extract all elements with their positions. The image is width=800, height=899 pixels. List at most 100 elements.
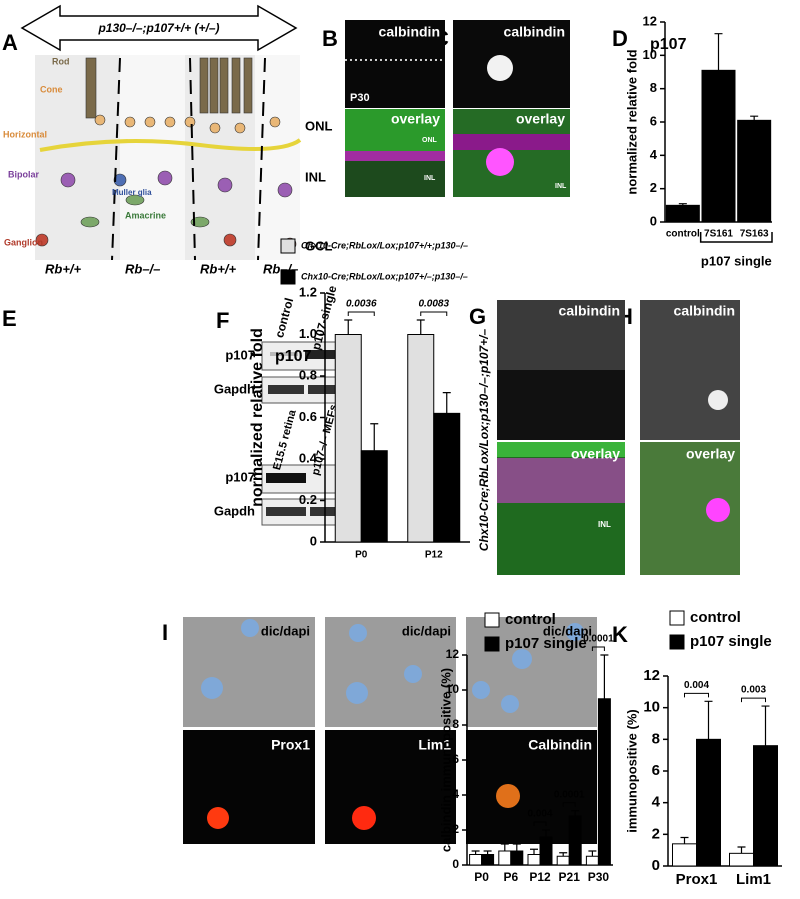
stain-label: Calbindin [528, 737, 592, 753]
genotype-label: Rb+/+ [45, 261, 82, 276]
micrograph-signal [487, 55, 513, 81]
error-bar [344, 319, 353, 335]
p-value: 0.0001 [554, 789, 585, 800]
layer-label: ONL [305, 118, 333, 133]
y-tick-label: 2 [452, 822, 459, 836]
stain-label: calbindin [504, 24, 565, 40]
legend-swatch [484, 636, 500, 652]
micrograph-signal [497, 300, 625, 370]
bar [597, 698, 611, 866]
chart-title: p107 [650, 36, 687, 53]
cell-label: Horizontal [3, 129, 47, 139]
y-tick-label: 2 [652, 825, 660, 842]
x-tick-label: 7S163 [740, 229, 769, 240]
significance-bracket [562, 802, 576, 807]
layer-label: ONL [422, 137, 438, 144]
micrograph-grid [183, 617, 597, 844]
legend-label: Chx10-Cre;RbLox/Lox;p107+/–;p130–/– [301, 271, 468, 281]
error-bar [737, 846, 746, 854]
y-tick-label: 4 [452, 787, 459, 801]
micrograph [453, 109, 570, 197]
error-bar [704, 700, 713, 740]
error-bar [680, 836, 689, 844]
panel-header: p130–/–;p107+/+ (+/–) [97, 21, 219, 35]
micrograph-signal [708, 390, 728, 410]
error-bar [750, 115, 759, 121]
y-tick-label: 6 [650, 113, 657, 128]
panel-letter: F [216, 308, 229, 333]
y-tick-label: 0.2 [299, 492, 317, 507]
x-tick-label: control [666, 229, 700, 240]
legend-swatch [280, 269, 296, 285]
age-label: P30 [350, 92, 370, 104]
x-tick-label: P0 [474, 870, 489, 884]
stain-label: calbindin [559, 303, 620, 319]
y-tick-label: 12 [643, 667, 660, 684]
y-tick-label: 10 [446, 682, 460, 696]
p-value: 0.0036 [346, 299, 377, 310]
bar [737, 119, 772, 223]
legend-swatch [669, 634, 685, 650]
error-bar [442, 392, 451, 414]
x-tick-label: 7S161 [704, 229, 733, 240]
y-tick-label: 6 [652, 762, 660, 779]
panel-letter: A [2, 30, 18, 55]
group-label: p107 single [701, 253, 772, 268]
y-tick-label: 0.4 [299, 450, 318, 465]
stain-label: overlay [516, 111, 565, 127]
y-tick-label: 10 [643, 699, 660, 716]
stain-label: calbindin [379, 24, 440, 40]
micrograph-layer [345, 109, 445, 151]
error-bar [500, 843, 509, 851]
error-bar [530, 848, 538, 855]
legend-swatch [280, 238, 296, 254]
panel-letter: K [612, 622, 628, 647]
y-tick-label: 8 [652, 730, 660, 747]
bar [334, 334, 362, 543]
p-value: 0.004 [684, 680, 709, 691]
legend-label: p107 single [690, 633, 772, 650]
error-bar [559, 852, 568, 857]
bar [701, 69, 736, 223]
legend-swatch [484, 612, 500, 628]
bar [539, 836, 553, 866]
stain-label: Lim1 [418, 737, 451, 753]
x-tick-label: P21 [559, 870, 581, 884]
stain-label: dic/dapi [402, 623, 451, 638]
bar [481, 854, 495, 866]
bar [753, 745, 778, 867]
stain-label: overlay [571, 446, 620, 462]
legend-label: p107 single [505, 635, 587, 652]
x-tick-label: P12 [425, 550, 443, 561]
blot-row-label: Gapdh [214, 503, 255, 518]
y-tick-label: 10 [643, 47, 657, 62]
layer-label: INL [555, 183, 567, 190]
y-tick-label: 4 [650, 147, 658, 162]
x-tick-label: P6 [503, 870, 518, 884]
y-tick-label: 12 [643, 13, 657, 28]
blot-row-label: p107 [225, 469, 255, 484]
p-value: 0.004 [527, 809, 552, 820]
group-bracket [699, 232, 773, 243]
cell-label: Muller glia [112, 188, 152, 197]
panel-letter: I [162, 620, 168, 645]
schematic [20, 4, 302, 261]
cell-label: Bipolar [8, 169, 40, 179]
error-bar [370, 423, 379, 451]
lane-label: E15.5 retina [271, 408, 299, 472]
significance-bracket [420, 311, 448, 316]
significance-bracket [347, 311, 375, 316]
genotype-label: Rb+/+ [200, 261, 237, 276]
y-tick-label: 8 [452, 717, 459, 731]
bar [568, 815, 582, 866]
bar [527, 854, 541, 866]
y-tick-label: 0.8 [299, 367, 317, 382]
y-tick-label: 1.0 [299, 326, 317, 341]
micrograph [640, 300, 740, 440]
significance-bracket [591, 646, 605, 651]
x-tick-label: P12 [529, 870, 551, 884]
bar [433, 412, 461, 543]
error-bar [512, 843, 521, 851]
layer-label: INL [305, 169, 326, 184]
